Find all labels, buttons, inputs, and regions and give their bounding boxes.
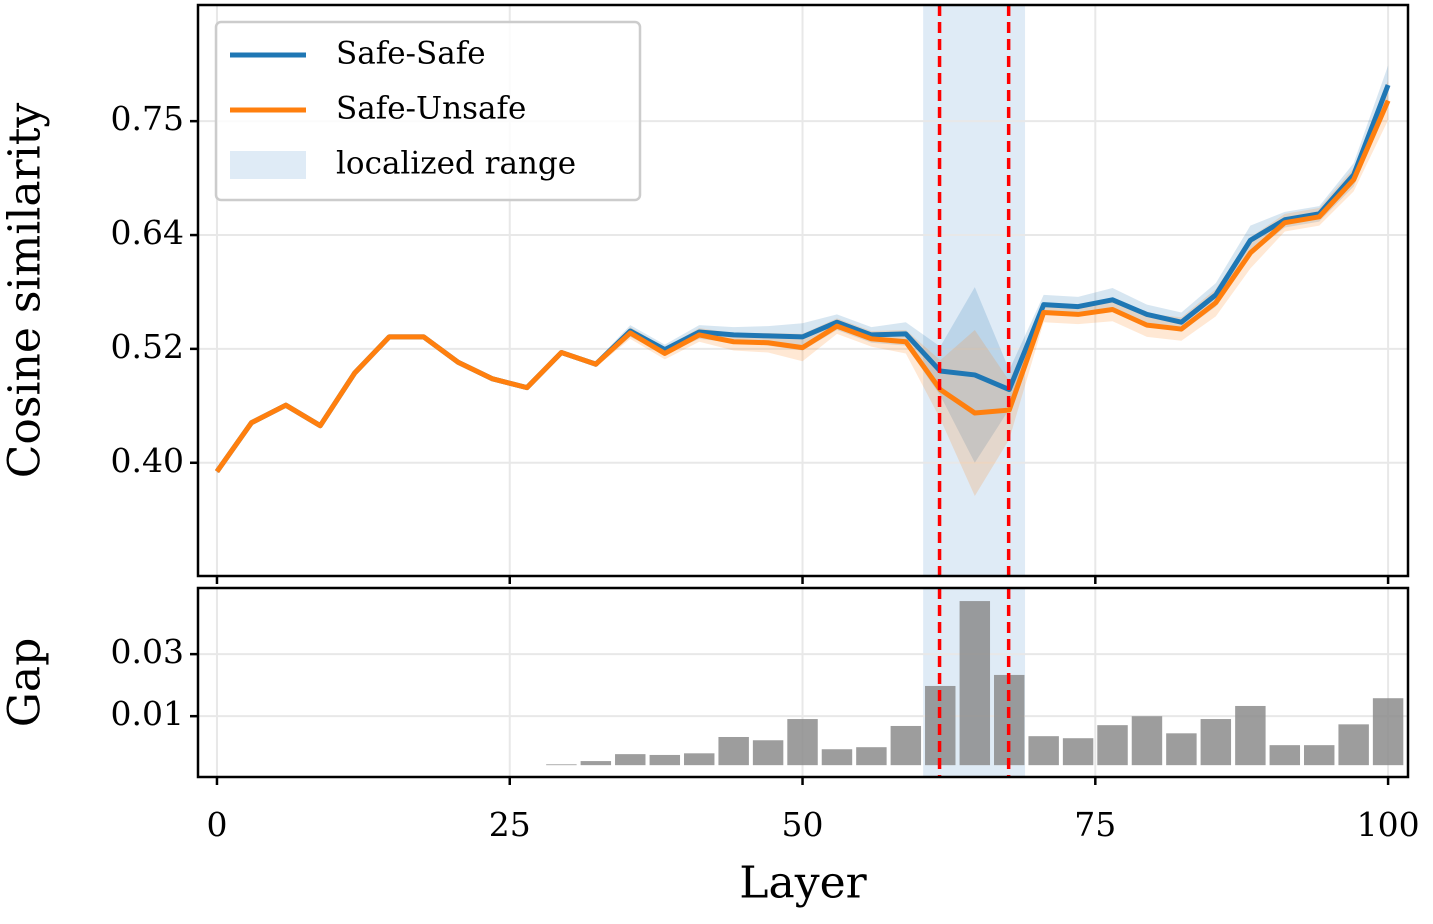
bar xyxy=(1304,745,1335,766)
bar xyxy=(684,753,715,766)
bar xyxy=(649,754,681,766)
x-tick-label: 75 xyxy=(1074,805,1116,844)
bar xyxy=(787,719,818,766)
y-tick-label: 0.40 xyxy=(111,441,184,480)
bar xyxy=(1062,738,1094,766)
x-tick-label: 100 xyxy=(1357,805,1420,844)
bar xyxy=(1235,705,1266,766)
bar xyxy=(821,749,853,766)
bar xyxy=(546,764,577,766)
legend-label: Safe-Unsafe xyxy=(336,91,526,127)
y-tick-label: 0.52 xyxy=(111,327,184,366)
plot-area xyxy=(198,588,1408,777)
legend-swatch xyxy=(230,151,306,179)
y-axis-label: Cosine similarity xyxy=(0,103,51,479)
bar xyxy=(1131,716,1163,766)
x-tick-label: 50 xyxy=(782,805,824,844)
bar xyxy=(856,747,887,766)
y-tick-label: 0.01 xyxy=(111,694,184,733)
bar xyxy=(890,725,922,766)
bar xyxy=(959,601,991,766)
y-tick-label: 0.64 xyxy=(111,213,184,252)
x-tick-label: 0 xyxy=(206,805,227,844)
bar xyxy=(1269,745,1301,766)
bar xyxy=(1200,719,1232,766)
legend-label: localized range xyxy=(336,146,576,182)
legend: Safe-Safe Safe-Unsafe localized range xyxy=(214,20,642,202)
bar xyxy=(718,736,749,766)
legend-label: Safe-Safe xyxy=(336,36,486,72)
bar xyxy=(1097,725,1128,766)
bar xyxy=(1166,733,1197,766)
y-tick-label: 0.75 xyxy=(111,99,184,138)
legend-box xyxy=(214,20,642,202)
bar xyxy=(752,740,784,766)
bar xyxy=(615,754,646,766)
bar xyxy=(1372,698,1404,766)
x-tick-label: 25 xyxy=(489,805,531,844)
line xyxy=(214,99,1391,474)
bar xyxy=(1028,736,1059,766)
bar xyxy=(580,761,612,766)
x-axis-label: Layer xyxy=(739,858,867,909)
y-tick-label: 0.03 xyxy=(111,632,184,671)
bar xyxy=(1338,724,1369,766)
y-axis-label: Gap xyxy=(0,638,51,728)
